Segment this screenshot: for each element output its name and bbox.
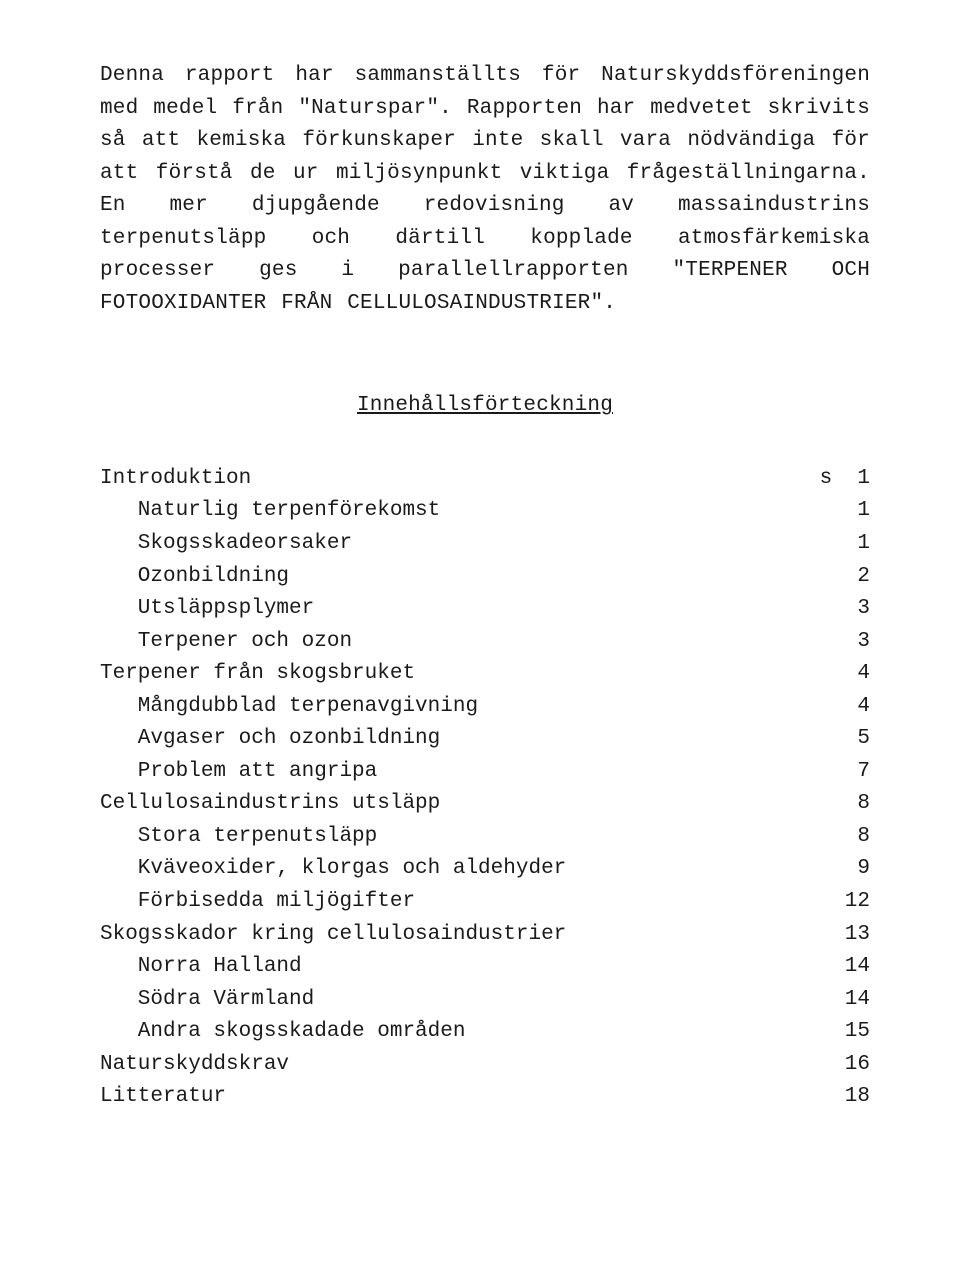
toc-entry-page: 1 [820, 495, 870, 528]
toc-row: Mångdubblad terpenavgivning 4 [100, 691, 870, 724]
table-of-contents: Introduktion s 1 Naturlig terpenförekomst… [100, 463, 870, 1114]
toc-row: Förbisedda miljögifter 12 [100, 886, 870, 919]
toc-entry-page: 1 [820, 528, 870, 561]
toc-row: Naturlig terpenförekomst 1 [100, 495, 870, 528]
toc-entry-page: 4 [820, 658, 870, 691]
toc-entry-page: 18 [820, 1081, 870, 1114]
toc-row: Kväveoxider, klorgas och aldehyder 9 [100, 853, 870, 886]
toc-heading: Innehållsförteckning [100, 390, 870, 423]
toc-entry-page: 3 [820, 593, 870, 626]
toc-entry-page: 8 [820, 821, 870, 854]
toc-entry-label: Problem att angripa [100, 756, 377, 789]
toc-row: Stora terpenutsläpp 8 [100, 821, 870, 854]
toc-entry-label: Skogsskadeorsaker [100, 528, 352, 561]
toc-entry-label: Terpener från skogsbruket [100, 658, 415, 691]
toc-entry-page: 7 [820, 756, 870, 789]
toc-entry-label: Litteratur [100, 1081, 226, 1114]
toc-entry-label: Förbisedda miljögifter [100, 886, 415, 919]
toc-entry-page: 2 [820, 561, 870, 594]
toc-row: Litteratur 18 [100, 1081, 870, 1114]
toc-row: Andra skogsskadade områden 15 [100, 1016, 870, 1049]
toc-row: Avgaser och ozonbildning 5 [100, 723, 870, 756]
toc-entry-label: Cellulosaindustrins utsläpp [100, 788, 440, 821]
toc-row: Naturskyddskrav 16 [100, 1049, 870, 1082]
toc-entry-page: 12 [820, 886, 870, 919]
toc-row: Ozonbildning 2 [100, 561, 870, 594]
toc-row: Utsläppsplymer 3 [100, 593, 870, 626]
toc-entry-label: Skogsskador kring cellulosaindustrier [100, 919, 566, 952]
toc-entry-page: 16 [820, 1049, 870, 1082]
toc-entry-label: Stora terpenutsläpp [100, 821, 377, 854]
toc-row: Problem att angripa 7 [100, 756, 870, 789]
toc-entry-page: 8 [820, 788, 870, 821]
toc-entry-page: 14 [820, 951, 870, 984]
toc-entry-label: Mångdubblad terpenavgivning [100, 691, 478, 724]
intro-paragraph: Denna rapport har sammanställts för Natu… [100, 60, 870, 320]
toc-entry-label: Ozonbildning [100, 561, 289, 594]
toc-entry-label: Norra Halland [100, 951, 302, 984]
toc-entry-page: 14 [820, 984, 870, 1017]
toc-entry-label: Andra skogsskadade områden [100, 1016, 465, 1049]
toc-entry-page: 4 [820, 691, 870, 724]
toc-entry-label: Introduktion [100, 463, 251, 496]
toc-entry-page: 3 [820, 626, 870, 659]
toc-entry-label: Naturskyddskrav [100, 1049, 289, 1082]
toc-entry-page: 9 [820, 853, 870, 886]
toc-row: Terpener och ozon 3 [100, 626, 870, 659]
toc-row: Norra Halland 14 [100, 951, 870, 984]
toc-entry-label: Naturlig terpenförekomst [100, 495, 440, 528]
toc-row: Introduktion s 1 [100, 463, 870, 496]
toc-row: Cellulosaindustrins utsläpp 8 [100, 788, 870, 821]
toc-entry-page: 5 [820, 723, 870, 756]
toc-row: Skogsskadeorsaker 1 [100, 528, 870, 561]
toc-entry-label: Avgaser och ozonbildning [100, 723, 440, 756]
toc-entry-label: Terpener och ozon [100, 626, 352, 659]
toc-entry-label: Kväveoxider, klorgas och aldehyder [100, 853, 566, 886]
toc-row: Skogsskador kring cellulosaindustrier 13 [100, 919, 870, 952]
toc-row: Terpener från skogsbruket 4 [100, 658, 870, 691]
toc-row: Södra Värmland 14 [100, 984, 870, 1017]
toc-entry-label: Utsläppsplymer [100, 593, 314, 626]
toc-entry-page: 15 [820, 1016, 870, 1049]
toc-entry-page: s 1 [820, 463, 870, 496]
toc-entry-page: 13 [820, 919, 870, 952]
toc-entry-label: Södra Värmland [100, 984, 314, 1017]
